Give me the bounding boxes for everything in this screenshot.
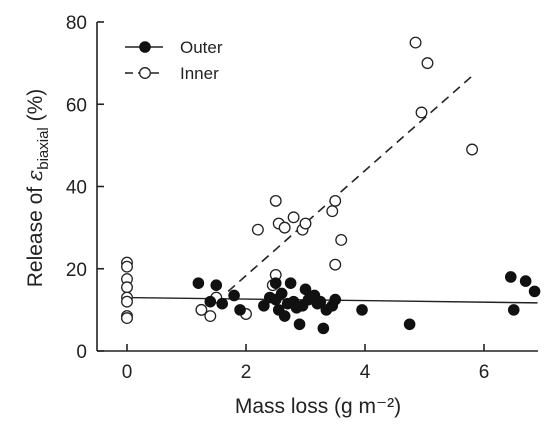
inner-point — [329, 194, 342, 207]
inner-point — [299, 217, 312, 230]
outer-point — [317, 322, 330, 335]
outer-point — [356, 304, 368, 316]
y-axis-title-symbol: ε — [23, 170, 47, 181]
outer-point — [284, 277, 297, 289]
inner-fit-line — [227, 72, 476, 292]
inner-point — [415, 106, 428, 119]
inner-point — [121, 281, 133, 294]
legend-outer-label: Outer — [180, 38, 223, 57]
inner-point — [329, 258, 342, 271]
inner-point — [421, 57, 434, 70]
inner-point — [278, 221, 291, 234]
outer-point — [519, 275, 532, 287]
y-axis-ticks: 0 20 40 60 80 — [66, 13, 104, 363]
x-axis-title: Mass loss (g m⁻²) — [235, 395, 401, 418]
y-axis-title-subscript: biaxial — [35, 127, 52, 170]
outer-point — [528, 285, 541, 298]
inner-point — [251, 223, 264, 236]
outer-point — [314, 295, 327, 308]
inner-point — [204, 310, 217, 322]
legend: Outer Inner — [125, 38, 223, 83]
outer-point — [504, 271, 517, 283]
y-tick-label: 80 — [66, 13, 87, 34]
inner-point — [326, 205, 339, 218]
outer-point — [228, 289, 240, 302]
inner-point — [335, 234, 348, 246]
inner-point — [287, 211, 300, 224]
outer-point — [293, 318, 306, 331]
y-axis-title: Release of εbiaxial (%) — [23, 89, 52, 288]
inner-point — [409, 36, 422, 49]
x-tick-label: 6 — [479, 362, 490, 383]
y-tick-label: 60 — [66, 95, 87, 116]
y-axis-title-suffix: (%) — [24, 89, 47, 128]
y-tick-label: 0 — [76, 342, 87, 363]
outer-point — [258, 299, 270, 312]
outer-point — [275, 287, 288, 300]
inner-point — [195, 303, 208, 316]
outer-point — [329, 293, 342, 306]
y-tick-label: 20 — [66, 260, 87, 281]
x-tick-label: 4 — [360, 362, 371, 383]
outer-point — [216, 297, 228, 310]
outer-point — [278, 310, 291, 322]
outer-point — [299, 283, 312, 296]
outer-point — [192, 277, 205, 289]
inner-point — [466, 143, 479, 156]
legend-inner-marker — [139, 67, 151, 79]
outer-point — [210, 279, 223, 292]
legend-inner-label: Inner — [180, 64, 219, 83]
data-points — [121, 36, 541, 335]
x-tick-label: 2 — [241, 362, 252, 383]
inner-point — [121, 295, 133, 308]
x-axis-ticks: 0 2 4 6 — [122, 344, 490, 383]
outer-point — [507, 304, 520, 316]
inner-point — [269, 194, 282, 207]
outer-point — [234, 304, 246, 316]
legend-outer-marker — [139, 41, 151, 53]
y-tick-label: 40 — [66, 178, 87, 199]
x-tick-label: 0 — [122, 362, 133, 383]
y-axis-title-prefix: Release of — [24, 181, 47, 287]
outer-point — [204, 295, 217, 308]
outer-point — [269, 277, 282, 289]
inner-point — [121, 260, 133, 273]
outer-point — [403, 318, 416, 331]
inner-point — [121, 312, 133, 325]
